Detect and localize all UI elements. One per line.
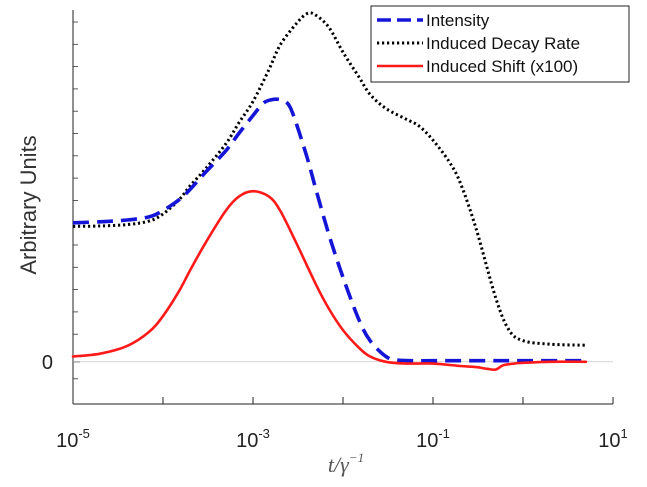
legend-label: Induced Decay Rate <box>426 34 580 53</box>
series-line-induced-decay-rate <box>72 11 586 347</box>
x-tick-label: 10-5 <box>56 426 90 452</box>
legend-label: Intensity <box>426 11 490 30</box>
legend-label: Induced Shift (x100) <box>426 57 578 76</box>
y-axis-label: Arbitrary Units <box>16 135 41 274</box>
series-line-intensity <box>72 97 586 363</box>
y-tick-label: 0 <box>42 352 53 374</box>
x-tick-label: 10-3 <box>236 426 270 452</box>
series-line-induced-shift-x100 <box>71 189 588 372</box>
x-axis-label: t/γ−1 <box>328 450 364 477</box>
x-axis-label-base: t/γ <box>328 452 350 477</box>
x-axis-label-exponent: −1 <box>349 450 364 465</box>
x-tick-label: 10-1 <box>416 426 450 452</box>
x-tick-label: 101 <box>598 426 627 452</box>
